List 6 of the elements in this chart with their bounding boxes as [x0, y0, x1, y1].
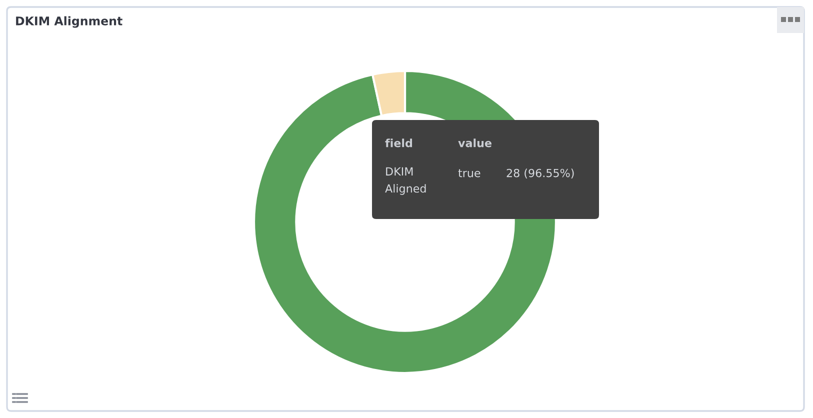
data-label: 28 (96.55%) — [506, 168, 574, 179]
text: value — [458, 138, 492, 148]
text: DKIM Alignment — [16, 16, 122, 28]
text: DKIM Aligned — [385, 167, 426, 195]
slice-label: true — [458, 169, 480, 178]
text: field — [385, 138, 412, 148]
